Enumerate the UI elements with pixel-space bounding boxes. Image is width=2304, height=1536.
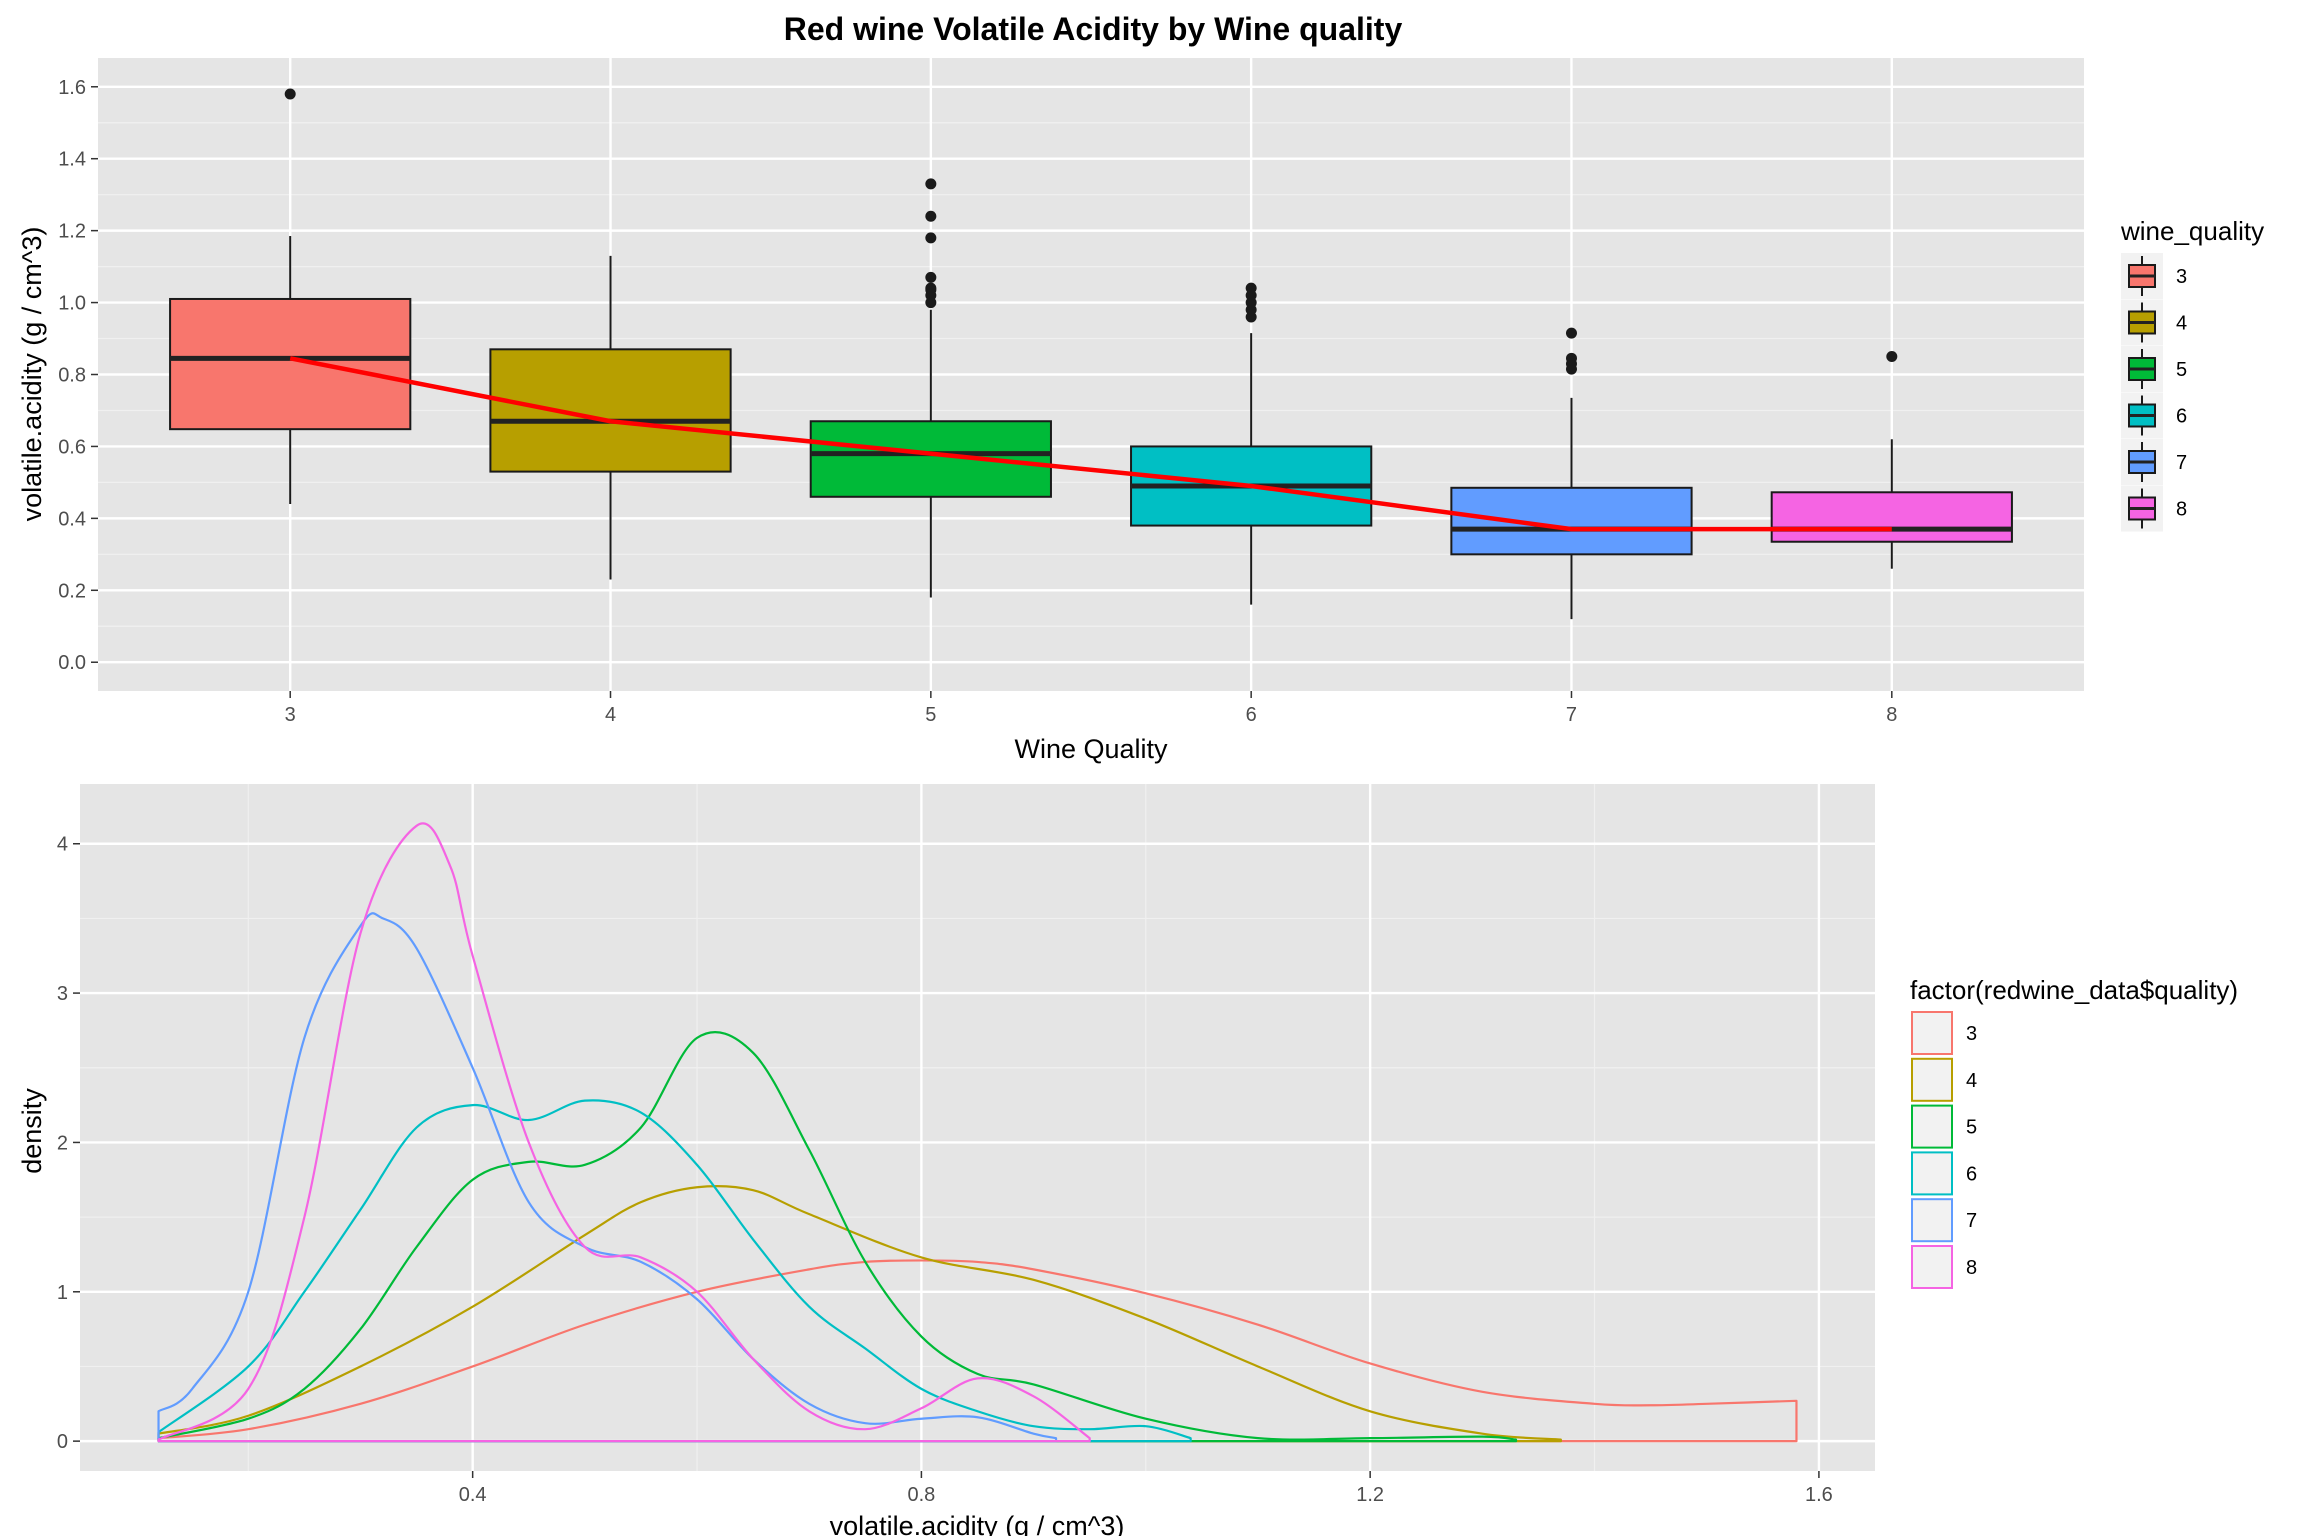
box-body xyxy=(809,420,1052,498)
outlier-point xyxy=(925,282,937,294)
legend-label: 3 xyxy=(2176,266,2187,288)
legend-label: 6 xyxy=(2176,406,2187,428)
legend-label: 5 xyxy=(2176,359,2187,381)
box-legend-item-7: 7 xyxy=(2121,439,2187,485)
x-tick-label: 6 xyxy=(1246,704,1257,726)
legend-label: 4 xyxy=(2176,313,2187,335)
box-body xyxy=(169,297,412,431)
outlier-point xyxy=(1886,351,1898,363)
box-marks xyxy=(169,88,2013,620)
outlier-point xyxy=(925,232,937,244)
outlier-point xyxy=(925,178,937,190)
legend-label: 4 xyxy=(1966,1070,1977,1092)
legend-key xyxy=(1911,1057,1953,1102)
y-tick-label: 4 xyxy=(57,834,68,856)
density-legend-item-3: 3 xyxy=(1911,1011,1977,1055)
box-chart: Red wine Volatile Acidity by Wine qualit… xyxy=(17,11,2264,764)
y-tick-label: 0.2 xyxy=(58,580,86,602)
box-body xyxy=(1450,486,1693,556)
legend-key xyxy=(1911,1104,1953,1149)
density-y-axis-label: density xyxy=(17,1088,47,1174)
legend-label: 5 xyxy=(1966,1117,1977,1139)
x-tick-label: 7 xyxy=(1566,704,1577,726)
outlier-point xyxy=(1245,282,1257,294)
legend-label: 6 xyxy=(1966,1163,1977,1185)
box-legend-item-5: 5 xyxy=(2121,346,2187,392)
density-panel xyxy=(80,784,1875,1471)
chart-title: Red wine Volatile Acidity by Wine qualit… xyxy=(784,11,1403,47)
y-tick-label: 3 xyxy=(57,983,68,1005)
legend-key xyxy=(1911,1198,1953,1243)
legend-key xyxy=(1911,1011,1953,1055)
y-tick-label: 1.0 xyxy=(58,293,86,315)
y-tick-label: 0 xyxy=(57,1431,68,1453)
x-tick-label: 0.4 xyxy=(459,1484,487,1506)
density-x-axis-label: volatile.acidity (g / cm^3) xyxy=(830,1511,1125,1536)
y-tick-label: 1.4 xyxy=(58,149,86,171)
box-legend-title: wine_quality xyxy=(2120,216,2264,246)
x-tick-label: 5 xyxy=(925,704,936,726)
outlier-point xyxy=(1565,352,1577,364)
box-legend-item-3: 3 xyxy=(2121,253,2187,299)
density-x-ticks: 0.4 0.8 1.2 1.6 xyxy=(459,1471,1833,1506)
box-x-ticks: 3 4 5 6 7 8 xyxy=(285,691,1897,726)
density-legend-item-8: 8 xyxy=(1911,1245,1977,1289)
density-line-quality-8 xyxy=(157,822,1091,1443)
legend-label: 8 xyxy=(2176,499,2187,521)
trend-line xyxy=(289,356,1892,532)
density-legend-item-4: 4 xyxy=(1911,1057,1977,1102)
x-tick-label: 0.8 xyxy=(908,1484,936,1506)
density-legend-title: factor(redwine_data$quality) xyxy=(1910,975,2238,1005)
legend-key xyxy=(1911,1151,1953,1196)
box-quality-4 xyxy=(489,255,732,580)
y-tick-label: 2 xyxy=(57,1132,68,1154)
y-tick-label: 0.0 xyxy=(58,652,86,674)
outlier-point xyxy=(284,88,296,100)
box-legend: wine_quality 3 4 5 6 7 8 xyxy=(2120,216,2264,532)
y-tick-label: 0.6 xyxy=(58,436,86,458)
x-tick-label: 4 xyxy=(605,704,616,726)
density-line-quality-7 xyxy=(157,912,1058,1443)
y-tick-label: 1 xyxy=(57,1282,68,1304)
x-tick-label: 8 xyxy=(1886,704,1897,726)
density-lines xyxy=(157,822,1798,1443)
box-y-axis-label: volatile.acidity (g / cm^3) xyxy=(17,227,47,522)
box-quality-3 xyxy=(169,88,412,504)
legend-label: 8 xyxy=(1966,1257,1977,1279)
density-legend-item-5: 5 xyxy=(1911,1104,1977,1149)
legend-label: 7 xyxy=(1966,1210,1977,1232)
density-y-ticks: 0 1 2 3 4 xyxy=(57,834,80,1453)
outlier-point xyxy=(925,210,937,222)
box-legend-item-4: 4 xyxy=(2121,299,2187,346)
legend-label: 3 xyxy=(1966,1023,1977,1045)
x-tick-label: 1.2 xyxy=(1356,1484,1384,1506)
y-tick-label: 0.4 xyxy=(58,508,86,530)
density-line-quality-3 xyxy=(157,1259,1798,1443)
density-legend-item-6: 6 xyxy=(1911,1151,1977,1196)
outlier-point xyxy=(1565,327,1577,339)
density-line-quality-5 xyxy=(157,1030,1518,1443)
density-line-quality-4 xyxy=(157,1185,1562,1443)
x-tick-label: 3 xyxy=(285,704,296,726)
outlier-point xyxy=(925,271,937,283)
density-legend-item-7: 7 xyxy=(1911,1198,1977,1243)
box-y-ticks: 0.0 0.2 0.4 0.6 0.8 1.0 1.2 1.4 1.6 xyxy=(58,77,98,674)
legend-label: 7 xyxy=(2176,452,2187,474)
box-legend-item-8: 8 xyxy=(2121,485,2187,532)
density-chart: 0 1 2 3 4 0.4 0.8 1.2 1.6 volatile.acidity (g /… xyxy=(17,784,2238,1536)
x-tick-label: 1.6 xyxy=(1805,1484,1833,1506)
legend-key xyxy=(1911,1245,1953,1289)
box-legend-item-6: 6 xyxy=(2121,392,2187,439)
box-body xyxy=(489,348,732,473)
density-line-quality-6 xyxy=(157,1099,1192,1443)
box-x-axis-label: Wine Quality xyxy=(1014,734,1168,764)
y-tick-label: 0.8 xyxy=(58,365,86,387)
trend-line-group xyxy=(289,356,1892,532)
box-body xyxy=(1770,491,2013,543)
density-legend: factor(redwine_data$quality) 3 4 5 6 7 8 xyxy=(1910,975,2238,1289)
y-tick-label: 1.6 xyxy=(58,77,86,99)
y-tick-label: 1.2 xyxy=(58,221,86,243)
